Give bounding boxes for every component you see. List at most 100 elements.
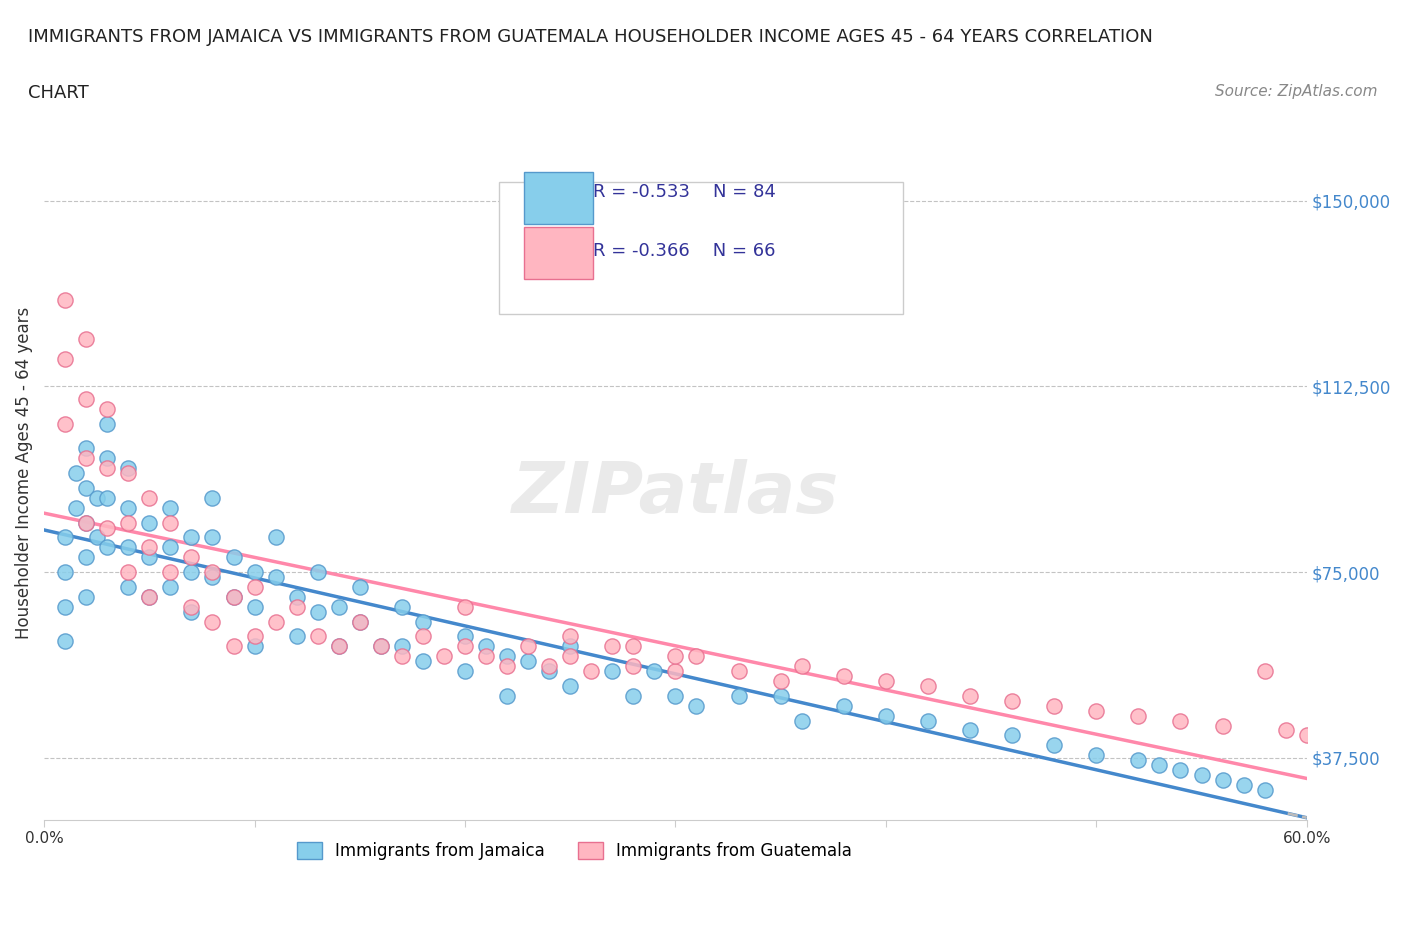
Point <box>412 654 434 669</box>
Point <box>75 481 97 496</box>
Point <box>86 530 108 545</box>
Point <box>53 352 76 366</box>
Point <box>1253 782 1275 797</box>
Point <box>1233 777 1256 792</box>
Point <box>53 292 76 307</box>
Point <box>1191 767 1213 782</box>
Point <box>349 614 371 629</box>
Point <box>138 540 160 555</box>
Point <box>243 599 266 614</box>
Point <box>1001 693 1024 708</box>
Point <box>222 550 245 565</box>
Point <box>959 688 981 703</box>
Point <box>180 599 202 614</box>
Legend: Immigrants from Jamaica, Immigrants from Guatemala: Immigrants from Jamaica, Immigrants from… <box>290 835 859 867</box>
Point <box>138 590 160 604</box>
Point <box>349 579 371 594</box>
Point <box>412 629 434 644</box>
Point <box>75 515 97 530</box>
Point <box>664 688 686 703</box>
Point <box>96 520 118 535</box>
Point <box>391 639 413 654</box>
Point <box>243 639 266 654</box>
Point <box>75 392 97 406</box>
Point <box>138 490 160 505</box>
Point <box>496 658 519 673</box>
Point <box>201 530 224 545</box>
Point <box>685 698 707 713</box>
Point <box>600 639 623 654</box>
Text: ZIPatlas: ZIPatlas <box>512 459 839 528</box>
Point <box>727 688 749 703</box>
Point <box>243 565 266 579</box>
Point <box>159 500 181 515</box>
Point <box>243 579 266 594</box>
Point <box>1253 664 1275 679</box>
Point <box>53 530 76 545</box>
Y-axis label: Householder Income Ages 45 - 64 years: Householder Income Ages 45 - 64 years <box>15 307 32 639</box>
Point <box>433 649 456 664</box>
Point <box>75 441 97 456</box>
Text: IMMIGRANTS FROM JAMAICA VS IMMIGRANTS FROM GUATEMALA HOUSEHOLDER INCOME AGES 45 : IMMIGRANTS FROM JAMAICA VS IMMIGRANTS FR… <box>28 28 1153 46</box>
Point <box>664 664 686 679</box>
Point <box>621 658 644 673</box>
Point <box>138 515 160 530</box>
Point <box>769 688 792 703</box>
Point <box>475 649 498 664</box>
Point <box>75 332 97 347</box>
Point <box>117 565 139 579</box>
Point <box>685 649 707 664</box>
Point <box>412 614 434 629</box>
Point <box>581 664 603 679</box>
Point <box>328 639 350 654</box>
Point <box>538 658 561 673</box>
Point <box>1043 737 1066 752</box>
Point <box>285 629 308 644</box>
Point <box>138 590 160 604</box>
Point <box>117 466 139 481</box>
Point <box>517 654 540 669</box>
Point <box>875 708 897 723</box>
Point <box>1043 698 1066 713</box>
Point <box>138 550 160 565</box>
Point <box>917 679 939 694</box>
Point <box>243 629 266 644</box>
Point <box>1170 713 1192 728</box>
Point <box>517 639 540 654</box>
Point <box>1170 763 1192 777</box>
Point <box>117 460 139 475</box>
Point <box>180 550 202 565</box>
FancyBboxPatch shape <box>524 172 593 223</box>
Point <box>391 599 413 614</box>
Point <box>285 590 308 604</box>
Text: Source: ZipAtlas.com: Source: ZipAtlas.com <box>1215 84 1378 99</box>
Point <box>328 639 350 654</box>
Point <box>1295 728 1317 743</box>
Point <box>53 416 76 431</box>
Point <box>201 565 224 579</box>
Point <box>264 530 287 545</box>
Point <box>832 698 855 713</box>
Point <box>370 639 392 654</box>
Point <box>75 590 97 604</box>
Point <box>560 649 582 664</box>
Point <box>621 688 644 703</box>
Point <box>96 451 118 466</box>
Point <box>75 451 97 466</box>
Point <box>159 579 181 594</box>
Point <box>65 500 87 515</box>
Point <box>790 658 813 673</box>
Point <box>96 540 118 555</box>
Point <box>1085 748 1108 763</box>
Point <box>832 669 855 684</box>
Point <box>53 599 76 614</box>
Point <box>222 639 245 654</box>
Point <box>117 515 139 530</box>
Point <box>159 565 181 579</box>
Point <box>65 466 87 481</box>
Point <box>621 639 644 654</box>
Point <box>664 649 686 664</box>
Point <box>307 629 329 644</box>
Point <box>1149 758 1171 773</box>
Point <box>264 614 287 629</box>
